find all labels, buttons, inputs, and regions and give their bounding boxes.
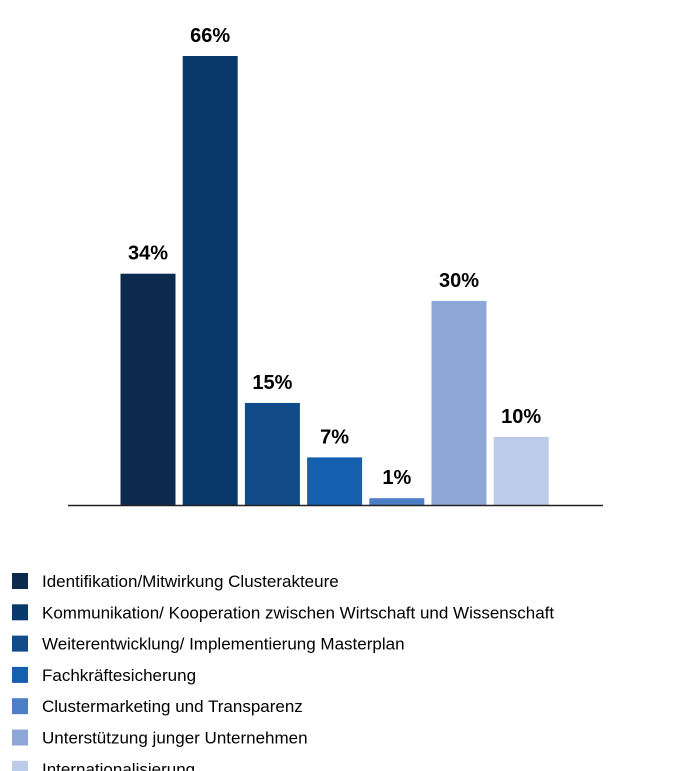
bar <box>493 436 549 505</box>
value-label: 10% <box>501 406 541 428</box>
legend-swatch <box>12 729 28 746</box>
value-label: 34% <box>128 243 168 265</box>
legend-label: Kommunikation/ Kooperation zwischen Wirt… <box>42 603 554 622</box>
bar <box>182 56 238 505</box>
value-label: 7% <box>320 426 349 448</box>
legend-label: Weiterentwicklung/ Implementierung Maste… <box>42 635 405 654</box>
bar <box>369 498 425 505</box>
bar <box>244 402 300 505</box>
legend-swatch <box>12 666 28 683</box>
legend-label: Fachkräftesicherung <box>42 666 196 685</box>
legend-swatch <box>12 760 28 771</box>
bar <box>431 300 487 505</box>
value-label: 30% <box>439 270 479 292</box>
legend-label: Clustermarketing und Transparenz <box>42 697 303 716</box>
bar <box>120 273 176 505</box>
legend-swatch <box>12 604 28 621</box>
legend-swatch <box>12 573 28 589</box>
legend-label: Identifikation/Mitwirkung Clusterakteure <box>42 572 339 591</box>
legend-swatch <box>12 635 28 652</box>
bar <box>307 457 363 505</box>
legend-label: Unterstützung junger Unternehmen <box>42 729 308 748</box>
legend-label: Internationalisierung <box>42 760 195 771</box>
legend-swatch <box>12 698 28 715</box>
value-label: 66% <box>190 25 230 47</box>
value-label: 1% <box>382 467 411 489</box>
value-label: 15% <box>252 372 292 394</box>
